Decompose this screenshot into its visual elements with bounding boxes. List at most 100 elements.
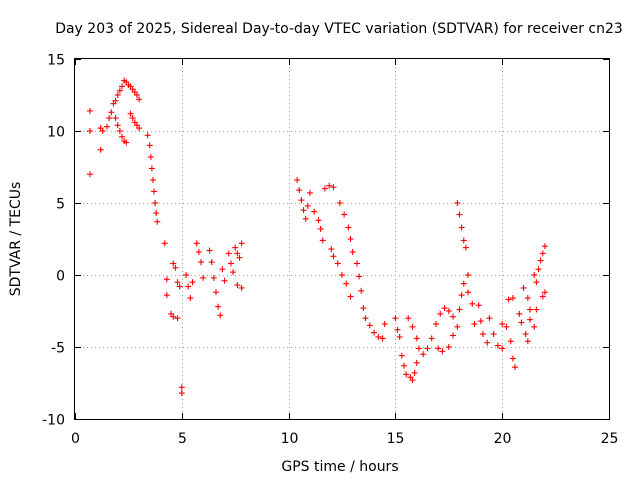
axis-ticks: 0 5 10 15 20 25 -10 -5 0 5 10 15 [42,53,618,448]
data-point [330,253,337,260]
data-point [86,171,93,178]
plot-frame [74,58,610,420]
data-point [326,182,333,189]
data-point [524,295,531,302]
data-point [108,109,115,116]
data-point [343,280,350,287]
data-point [104,123,111,130]
data-point [394,326,401,333]
data-point [460,280,467,287]
data-point [392,315,399,322]
data-point [460,237,467,244]
data-point [526,306,533,313]
chart-title: Day 203 of 2025, Sidereal Day-to-day VTE… [55,21,623,37]
data-point [458,224,465,231]
data-point [432,320,439,327]
data-point [462,244,469,251]
x-tick-label: 0 [71,431,80,447]
data-point [187,295,194,302]
data-point [127,110,134,117]
x-axis-label: GPS time / hours [281,459,398,475]
data-point [163,276,170,283]
data-point [330,184,337,191]
data-point [198,259,205,266]
data-point [539,293,546,300]
y-tick-label: 5 [56,197,65,213]
data-point [411,369,418,376]
data-point [212,289,219,296]
data-point [424,345,431,352]
data-point [195,248,202,255]
data-point [531,272,538,278]
data-point [413,359,420,366]
data-point [99,128,106,134]
data-point [512,364,519,371]
y-tick-label: 10 [47,125,65,141]
data-point [409,323,416,330]
data-point [456,211,463,218]
data-point [505,296,512,303]
data-point [541,243,548,250]
data-point [415,345,422,352]
data-point [189,279,196,286]
data-point [217,312,224,319]
data-point [328,246,335,253]
data-point [458,292,465,299]
data-point [396,333,403,340]
data-point [503,323,510,330]
data-point [298,197,305,204]
data-point [450,332,457,339]
data-point [154,218,161,225]
data-point [234,250,241,257]
data-point [454,323,461,330]
data-point [439,348,446,355]
data-point [360,305,367,312]
data-point [219,266,226,273]
data-point [114,122,121,129]
data-point [210,274,217,281]
data-point [499,345,506,352]
data-point [522,331,529,338]
data-point [178,384,185,391]
data-point [206,247,213,254]
data-point [471,320,478,327]
grid [75,59,609,419]
data-point [413,335,420,342]
data-point [238,240,245,247]
data-point [136,125,143,132]
data-point [144,132,151,139]
data-point [146,142,153,149]
data-point [170,313,177,320]
data-point [238,284,245,291]
data-point [183,272,190,278]
x-tick-label: 20 [494,431,512,447]
data-point [465,272,472,278]
data-point [435,345,442,352]
data-point [518,319,525,326]
data-point [475,302,482,309]
data-point [484,339,491,346]
data-point [304,202,311,209]
data-point [494,342,501,349]
data-point [456,306,463,313]
data-point [398,352,405,359]
data-point [230,269,237,276]
data-points [86,77,548,397]
data-point [345,224,352,231]
data-point [151,188,158,195]
data-point [193,240,200,247]
data-point [178,390,185,397]
data-point [537,257,544,264]
data-point [509,295,516,302]
data-point [221,277,228,284]
data-point [118,83,125,90]
y-axis-label: SDTVAR / TECUs [8,182,24,297]
data-point [185,283,192,290]
data-point [524,338,531,345]
data-point [454,200,461,206]
data-point [302,215,309,222]
data-point [294,176,301,183]
data-point [375,333,382,340]
data-point [86,107,93,114]
data-point [507,338,514,345]
